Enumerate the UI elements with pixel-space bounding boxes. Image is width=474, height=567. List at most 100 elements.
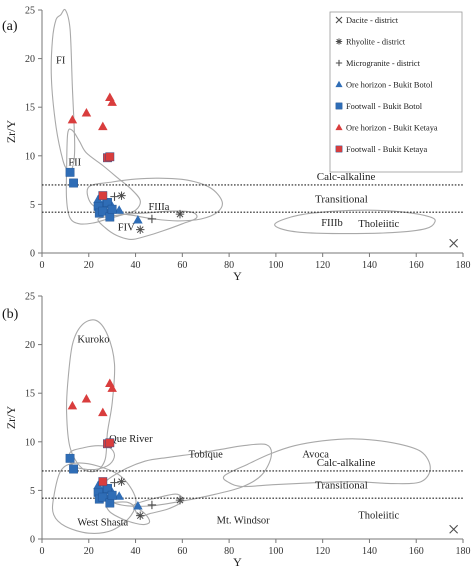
region-label-fiv: FIV	[118, 223, 135, 234]
legend-label: Footwall - Bukit Ketaya	[346, 145, 427, 154]
legend-item: Footwall - Bukit Ketaya	[335, 145, 427, 154]
data-point	[449, 238, 459, 248]
x-tick-label: 0	[40, 260, 45, 271]
panel-b: 0 5 10 15 20 25 0 20 40 60 80 100 120 140 160 180 Y Zr/Y (…	[2, 292, 471, 567]
x-tick-label: 80	[224, 546, 234, 557]
legend: Dacite - district Rhyolite - district Micr…	[329, 11, 463, 173]
data-point	[81, 108, 92, 117]
field-outline-tobique	[100, 443, 273, 507]
region-label-west-shasta: West Shasta	[77, 517, 128, 528]
legend-item: Microgranite - district	[335, 59, 421, 68]
transitional-label: Transitional	[315, 480, 368, 492]
data-point	[449, 524, 459, 534]
calc-alkaline-label: Calc-alkaline	[317, 457, 376, 469]
data-point	[105, 152, 115, 162]
data-point	[147, 214, 157, 224]
data-point	[65, 167, 75, 177]
legend-item: Ore horizon - Bukit Ketaya	[335, 124, 438, 133]
region-label-fi: FI	[56, 55, 66, 66]
legend-label: Ore horizon - Bukit Ketaya	[346, 124, 438, 133]
region-label-tholeiitic: Tholeiitic	[358, 219, 399, 230]
data-point	[136, 511, 145, 520]
data-point	[114, 491, 124, 500]
region-label-tholeiitic: Tholeiitic	[358, 511, 399, 522]
y-tick-label: 20	[25, 340, 35, 351]
legend-label: Ore horizon - Bukit Botol	[346, 81, 433, 90]
data-point	[110, 478, 119, 487]
data-point	[136, 225, 145, 234]
series-microgranite-district	[110, 478, 157, 510]
y-tick-label: 0	[30, 249, 35, 260]
y-tick-label: 5	[30, 200, 35, 211]
legend-label: Footwall - Bukit Botol	[346, 102, 423, 111]
data-point	[69, 178, 78, 188]
x-tick-label: 60	[177, 546, 187, 557]
series-footwall-bukit-ketaya	[98, 438, 115, 487]
x-tick-label: 100	[268, 260, 283, 271]
x-tick-label: 40	[131, 546, 141, 557]
x-axis-title: Y	[233, 555, 242, 567]
legend-label: Microgranite - district	[346, 59, 421, 68]
x-tick-label: 60	[177, 260, 187, 271]
region-label-fiiia: FIIIa	[148, 202, 169, 213]
data-point	[107, 383, 117, 392]
data-point	[98, 121, 108, 131]
y-tick-label: 10	[25, 437, 35, 448]
data-point	[107, 490, 117, 500]
panel-label: (b)	[2, 307, 19, 322]
legend-item: Ore horizon - Bukit Botol	[335, 81, 433, 90]
data-point	[67, 114, 78, 124]
data-point	[103, 484, 112, 493]
data-point	[93, 194, 103, 204]
data-point	[103, 198, 112, 207]
data-point	[105, 498, 115, 508]
data-point	[175, 495, 185, 505]
y-tick-label: 25	[25, 292, 35, 303]
y-axis-title: Zr/Y	[4, 406, 18, 430]
legend-marker	[335, 145, 343, 153]
y-tick-label: 15	[25, 103, 35, 114]
data-point	[98, 191, 108, 201]
field-outline-fi	[50, 8, 76, 171]
legend-marker	[335, 102, 343, 110]
field-outline-fii	[65, 128, 141, 225]
y-tick-label: 0	[30, 535, 35, 546]
data-point	[147, 500, 157, 510]
legend-marker	[335, 80, 343, 88]
field-outline-fiv	[97, 210, 198, 240]
data-point	[67, 400, 78, 410]
panel-a: 0 5 10 15 20 25 0 20 40 60 80 100 120 140 160 180 Y Zr/Y (…	[2, 6, 471, 284]
y-tick-label: 20	[25, 54, 35, 65]
field-outline-avoca	[222, 438, 431, 488]
y-tick-label: 5	[30, 486, 35, 497]
region-label-kuroko: Kuroko	[77, 335, 109, 346]
y-axis-title: Zr/Y	[4, 120, 18, 144]
x-tick-label: 20	[84, 546, 94, 557]
region-label-tobique: Tobique	[189, 449, 224, 460]
x-tick-label: 100	[268, 546, 283, 557]
x-tick-label: 0	[40, 546, 45, 557]
x-tick-label: 20	[84, 260, 94, 271]
x-tick-label: 140	[362, 260, 377, 271]
x-axis-title: Y	[233, 269, 242, 283]
x-tick-label: 120	[315, 546, 330, 557]
x-tick-label: 140	[362, 546, 377, 557]
field-outline-tail	[132, 493, 184, 518]
data-point	[107, 97, 117, 106]
series-footwall-bukit-ketaya	[98, 152, 115, 201]
x-tick-label: 80	[224, 260, 234, 271]
data-point	[98, 206, 108, 216]
data-point	[110, 192, 119, 201]
legend-box	[329, 11, 463, 173]
data-point	[65, 453, 75, 463]
region-label-avoca: Avoca	[302, 449, 329, 460]
legend-label: Dacite - district	[346, 16, 399, 25]
series-rhyolite-district	[117, 477, 185, 520]
data-point	[98, 407, 108, 417]
y-tick-label: 15	[25, 389, 35, 400]
data-point	[93, 480, 103, 490]
legend-label: Rhyolite - district	[346, 38, 406, 47]
panel-label: (a)	[2, 19, 18, 34]
x-tick-label: 180	[456, 260, 471, 271]
